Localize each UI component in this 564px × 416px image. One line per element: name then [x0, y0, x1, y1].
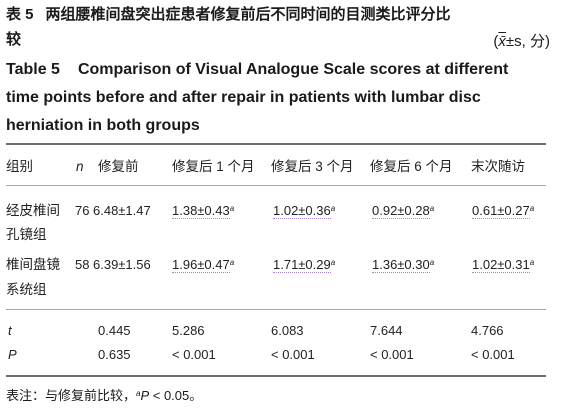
stat-before: 0.445: [98, 323, 131, 338]
row-n: 58: [75, 257, 90, 272]
stat-month3: 6.083: [271, 323, 304, 338]
header-group: 组别: [6, 159, 33, 174]
top-rule: [6, 143, 546, 145]
row-month3: 1.02±0.36a: [273, 203, 336, 219]
stat-month3: < 0.001: [271, 347, 315, 362]
table-title-en-line1: Comparison of Visual Analogue Scale scor…: [77, 61, 509, 78]
table-title-en-line3: herniation in both groups: [6, 117, 200, 134]
stat-month1: < 0.001: [172, 347, 216, 362]
row-month6: 1.36±0.30a: [372, 257, 435, 273]
table-title-cn-line2: 较: [6, 31, 22, 48]
header-month1: 修复后 1 个月: [172, 159, 255, 174]
header-month3: 修复后 3 个月: [271, 159, 354, 174]
row-group-line2: 孔镜组: [6, 227, 47, 242]
row-last-followup: 0.61±0.27a: [472, 203, 535, 219]
row-group-line2: 系统组: [6, 282, 47, 297]
header-n: n: [76, 159, 84, 174]
stats-rule: [6, 309, 546, 310]
table-number-cn: 表 5: [6, 6, 34, 23]
header-rule: [6, 185, 546, 186]
row-month1: 1.38±0.43a: [172, 203, 235, 219]
stat-month6: 7.644: [370, 323, 403, 338]
table-note: 表注：与修复前比较，aP < 0.05。: [6, 388, 203, 403]
row-group-line1: 椎间盘镜: [6, 257, 60, 272]
row-before: 6.48±1.47: [93, 203, 151, 218]
header-before: 修复前: [98, 159, 139, 174]
stat-last-followup: 4.766: [471, 323, 504, 338]
row-n: 76: [75, 203, 90, 218]
row-month6: 0.92±0.28a: [372, 203, 435, 219]
table-title-en-line2: time points before and after repair in p…: [6, 89, 481, 106]
row-group-line1: 经皮椎间: [6, 203, 60, 218]
stat-last-followup: < 0.001: [471, 347, 515, 362]
stat-before: 0.635: [98, 347, 131, 362]
row-before: 6.39±1.56: [93, 257, 151, 272]
table-title-cn: 表 5 两组腰椎间盘突出症患者修复前后不同时间的目测类比评分比: [6, 5, 451, 25]
row-month3: 1.71±0.29a: [273, 257, 336, 273]
table-units: (x̄±s, 分): [493, 33, 550, 50]
stat-label-t: t: [8, 323, 12, 338]
row-last-followup: 1.02±0.31a: [472, 257, 535, 273]
stat-month6: < 0.001: [370, 347, 414, 362]
stat-month1: 5.286: [172, 323, 205, 338]
stat-label-p: P: [8, 347, 17, 362]
header-last-followup: 末次随访: [471, 159, 525, 174]
table-number-en: Table 5: [6, 61, 60, 78]
header-month6: 修复后 6 个月: [370, 159, 453, 174]
table-title-en: Table 5 Comparison of Visual Analogue Sca…: [6, 59, 508, 81]
bottom-rule: [6, 375, 546, 377]
xbar-symbol: x̄: [498, 33, 506, 50]
row-month1: 1.96±0.47a: [172, 257, 235, 273]
table-title-cn-line1: 两组腰椎间盘突出症患者修复前后不同时间的目测类比评分比: [45, 6, 451, 23]
